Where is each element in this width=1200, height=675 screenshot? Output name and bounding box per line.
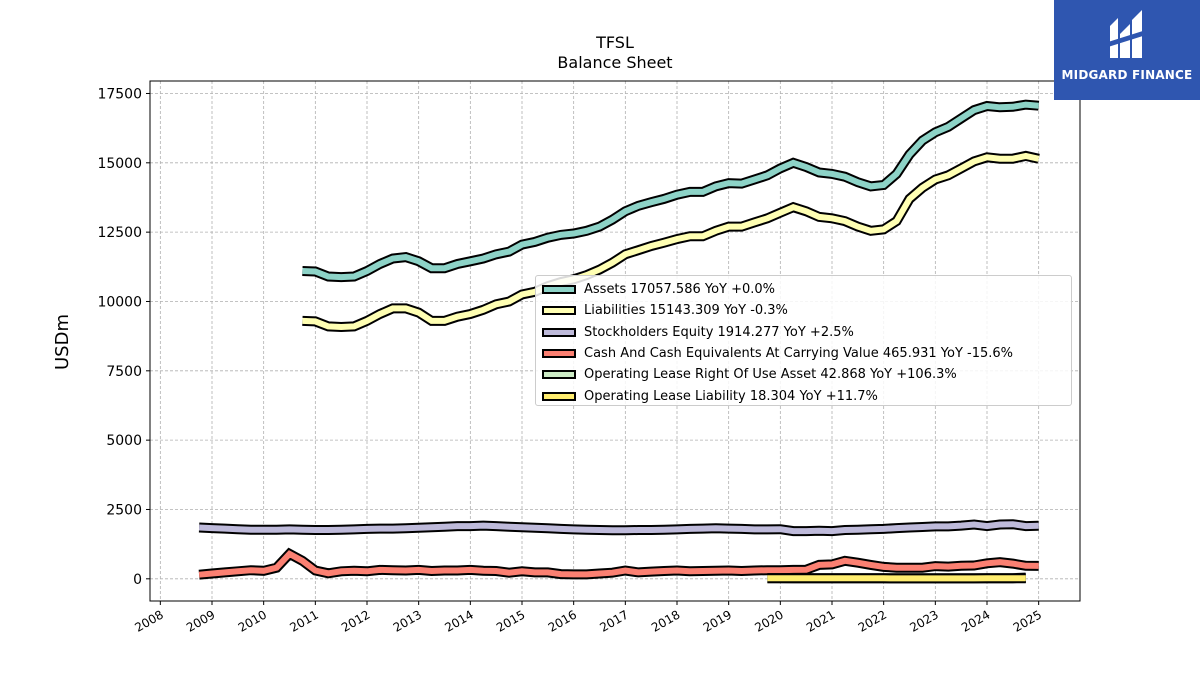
x-tick-label: 2020 — [752, 607, 785, 634]
x-tick-label: 2022 — [856, 607, 889, 634]
chart-legend: Assets 17057.586 YoY +0.0% Liabilities 1… — [535, 275, 1072, 406]
series-outline-assets — [302, 99, 1040, 283]
x-tick-label: 2019 — [701, 607, 734, 634]
y-axis-label: USDm — [52, 314, 73, 370]
legend-item-assets: Assets 17057.586 YoY +0.0% — [542, 279, 1065, 300]
x-tick-label: 2012 — [339, 607, 372, 634]
y-tick-label: 17500 — [97, 86, 142, 102]
legend-item-liabilities: Liabilities 15143.309 YoY -0.3% — [542, 300, 1065, 321]
legend-label-assets: Assets 17057.586 YoY +0.0% — [584, 282, 776, 298]
x-tick-label: 2011 — [287, 607, 320, 634]
y-tick-label: 7500 — [106, 364, 142, 380]
legend-item-lease-liability: Operating Lease Liability 18.304 YoY +11… — [542, 385, 1065, 406]
chart-title: TFSL — [596, 33, 634, 52]
legend-item-cash: Cash And Cash Equivalents At Carrying Va… — [542, 343, 1065, 364]
legend-label-lease-liability: Operating Lease Liability 18.304 YoY +11… — [584, 388, 878, 404]
x-tick-label: 2024 — [959, 607, 992, 634]
legend-label-cash: Cash And Cash Equivalents At Carrying Va… — [584, 346, 1013, 362]
x-tick-label: 2010 — [236, 607, 269, 634]
legend-swatch-cash — [542, 349, 576, 359]
y-tick-label: 10000 — [97, 294, 142, 310]
legend-label-stockholders-equity: Stockholders Equity 1914.277 YoY +2.5% — [584, 324, 854, 340]
logo-text: MIDGARD FINANCE — [1061, 68, 1193, 82]
legend-item-rou-asset: Operating Lease Right Of Use Asset 42.86… — [542, 364, 1065, 385]
legend-label-liabilities: Liabilities 15143.309 YoY -0.3% — [584, 303, 788, 319]
y-tick-label: 0 — [133, 572, 142, 588]
y-tick-label: 5000 — [106, 433, 142, 449]
x-tick-label: 2009 — [184, 607, 217, 634]
x-tick-label: 2018 — [649, 607, 682, 634]
x-tick-label: 2013 — [391, 607, 424, 634]
legend-label-rou-asset: Operating Lease Right Of Use Asset 42.86… — [584, 367, 957, 383]
series-line-cash-and-cash-equivalents-at-carrying-value — [198, 550, 1039, 578]
series-lines — [198, 99, 1040, 584]
legend-item-stockholders-equity: Stockholders Equity 1914.277 YoY +2.5% — [542, 322, 1065, 343]
x-tick-label: 2008 — [132, 607, 165, 634]
x-tick-label: 2014 — [442, 607, 475, 634]
x-tick-label: 2016 — [546, 607, 579, 634]
y-tick-label: 12500 — [97, 225, 142, 241]
legend-swatch-liabilities — [542, 306, 576, 316]
y-tick-label: 2500 — [106, 502, 142, 518]
y-tick-label: 15000 — [97, 156, 142, 172]
midgard-logo-icon — [1108, 10, 1146, 58]
series-line-liabilities — [302, 152, 1040, 331]
legend-swatch-stockholders-equity — [542, 327, 576, 337]
series-line-assets — [302, 101, 1039, 281]
x-tick-label: 2025 — [1011, 607, 1044, 634]
series-line-stockholders-equity — [198, 521, 1039, 535]
x-tick-label: 2023 — [907, 607, 940, 634]
legend-swatch-rou-asset — [542, 370, 576, 380]
plot-frame — [149, 80, 1081, 602]
x-tick-label: 2021 — [804, 607, 837, 634]
x-tick-label: 2015 — [494, 607, 527, 634]
x-tick-label: 2017 — [597, 607, 630, 634]
midgard-finance-logo: MIDGARD FINANCE — [1054, 0, 1200, 100]
chart-subtitle: Balance Sheet — [557, 53, 673, 72]
legend-swatch-assets — [542, 285, 576, 295]
legend-swatch-lease-liability — [542, 391, 576, 401]
